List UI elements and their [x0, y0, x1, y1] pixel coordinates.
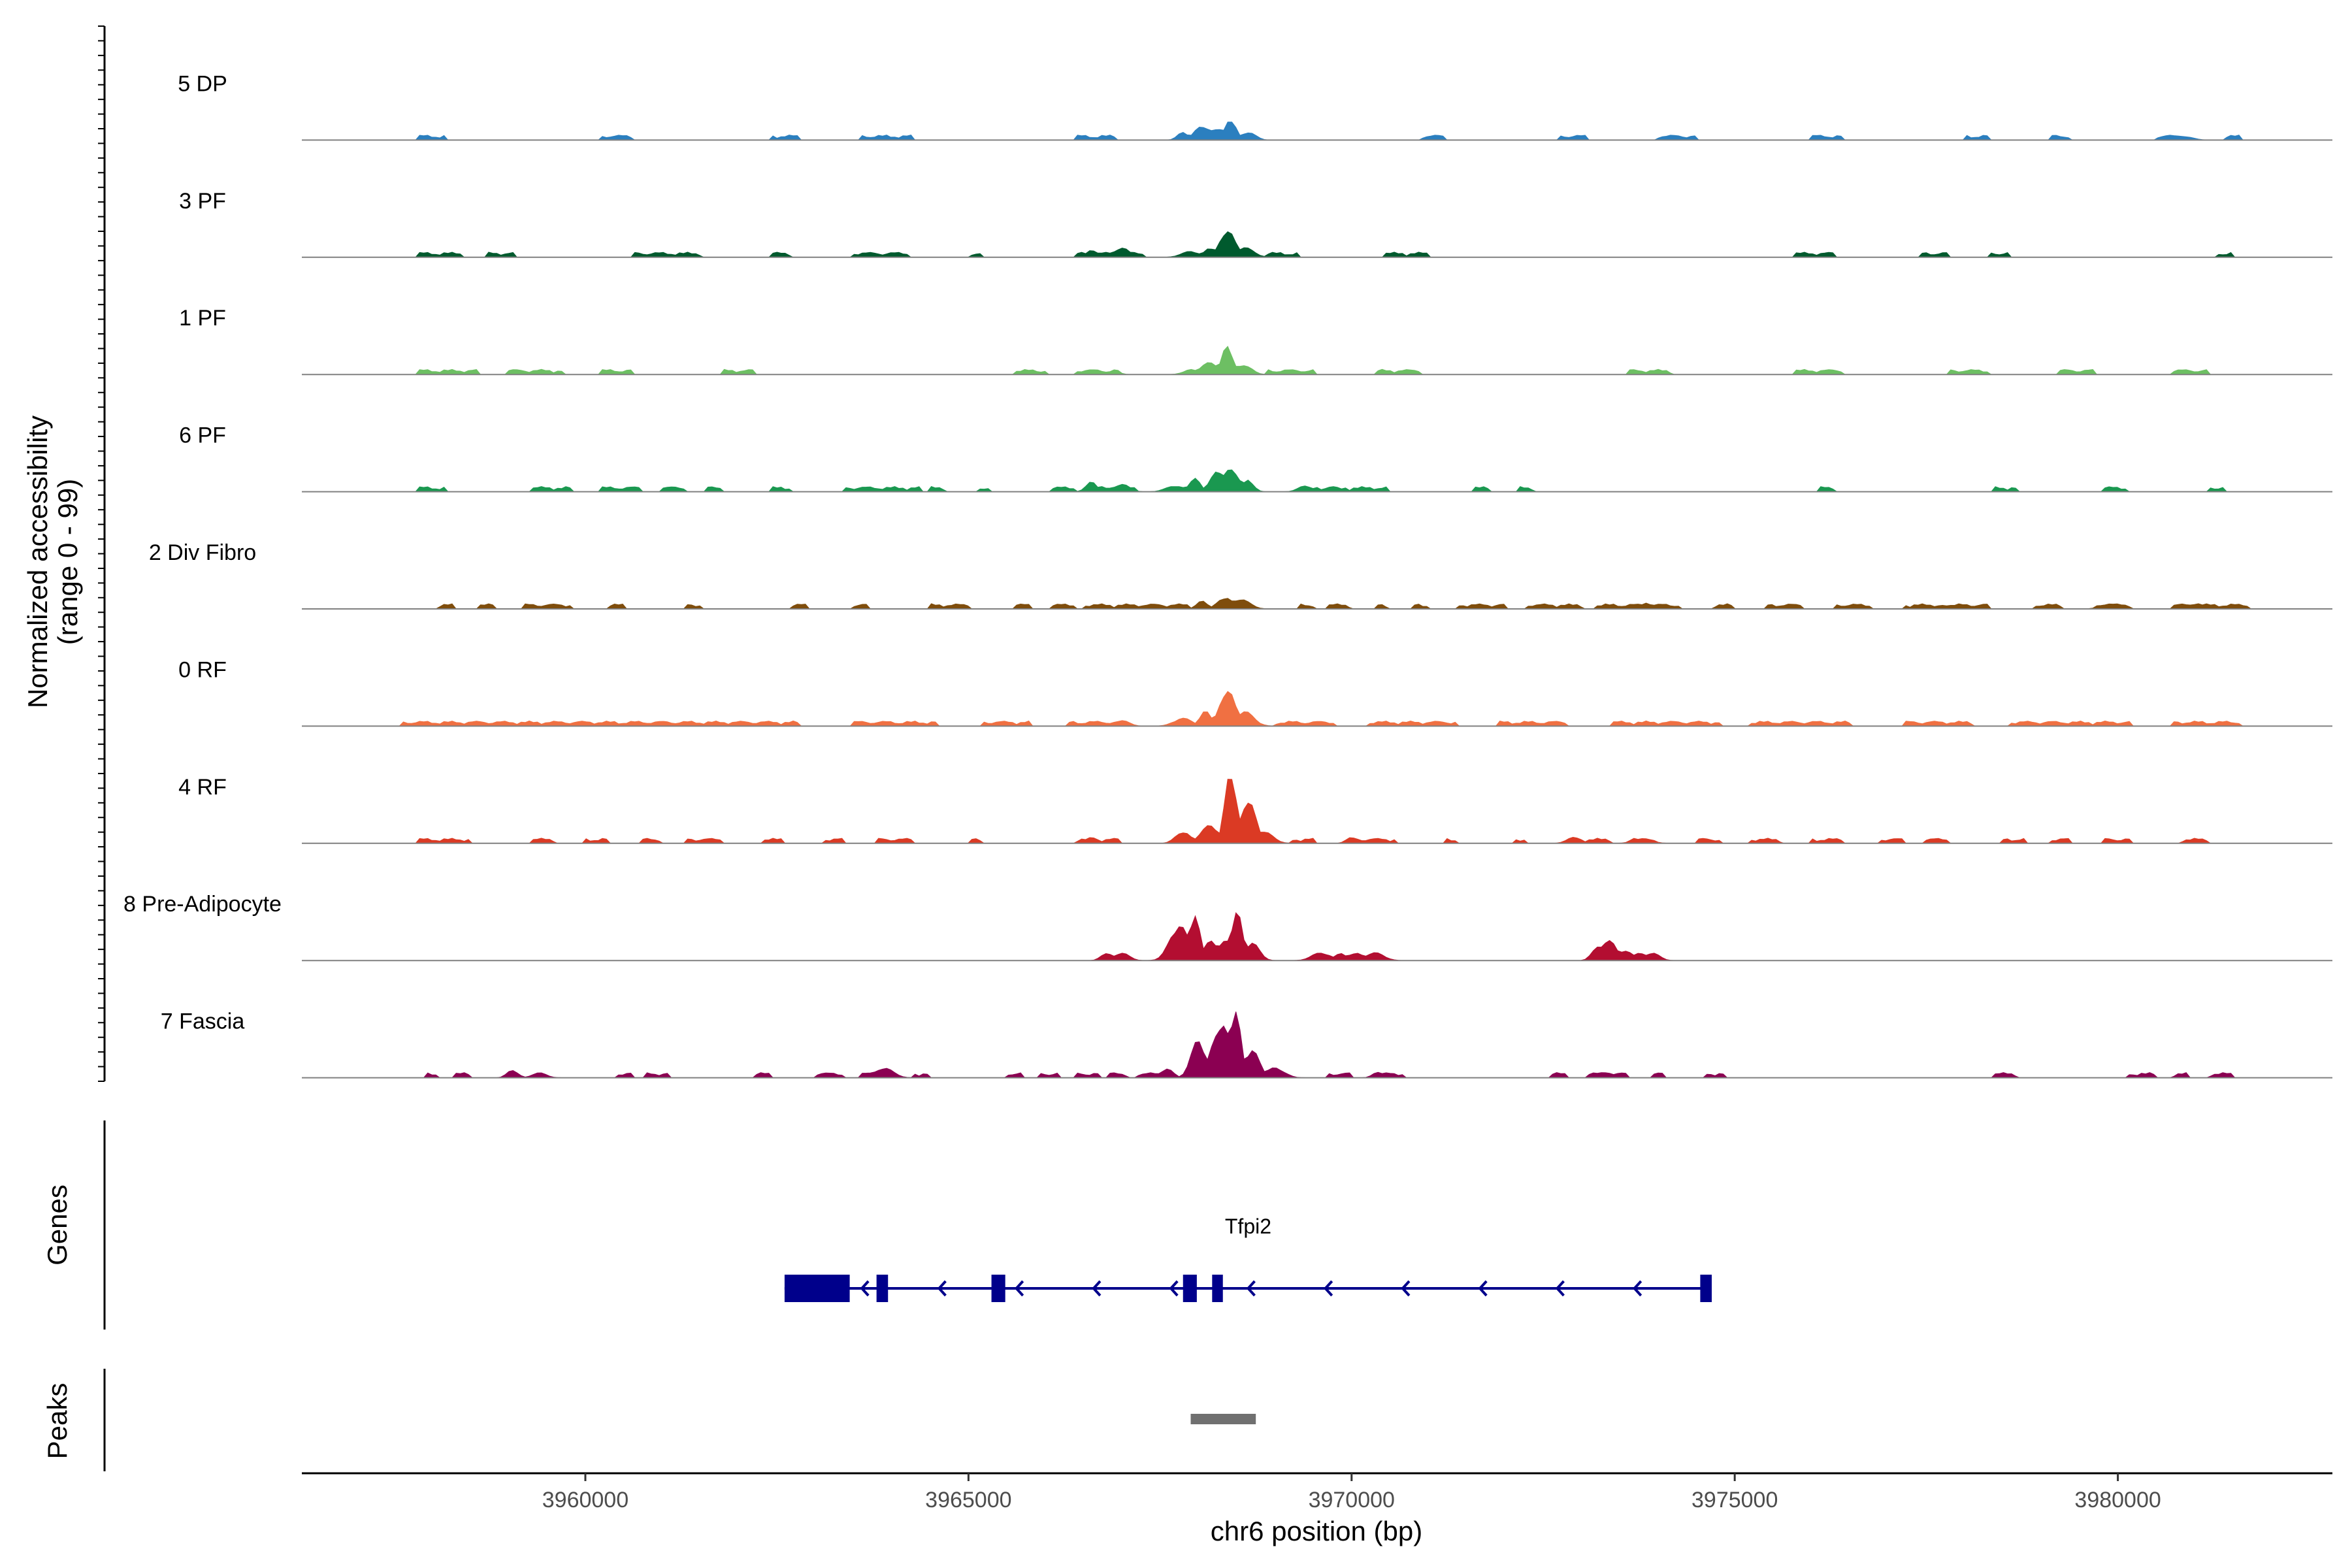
strand-arrow	[1401, 1280, 1411, 1297]
track-label: 2 Div Fibro	[149, 540, 256, 565]
coverage-area	[302, 231, 2332, 258]
coverage-area	[302, 598, 2332, 610]
gene-name-label: Tfpi2	[1225, 1215, 1271, 1238]
x-tick-label: 3975000	[1691, 1488, 1778, 1512]
track-label: 5 DP	[178, 71, 227, 96]
track-8-pre-adipocyte: 8 Pre-Adipocyte	[123, 892, 2332, 962]
coverage-area	[302, 912, 2332, 961]
strand-arrow	[937, 1280, 947, 1297]
x-axis: 3960000 3965000 3970000 3975000 3980000	[302, 1472, 2332, 1512]
accessibility-y-axis	[98, 25, 106, 1082]
track-label: 7 Fascia	[161, 1009, 245, 1034]
track-label: 4 RF	[178, 775, 227, 800]
coverage-area	[302, 469, 2332, 493]
strand-arrow	[1246, 1280, 1256, 1297]
track-6-pf: 6 PF	[179, 423, 2332, 493]
genes-track: Tfpi2	[103, 1120, 1712, 1330]
track-2-div-fibro: 2 Div Fibro	[149, 540, 2332, 610]
gene-exon	[1700, 1275, 1712, 1302]
track-label: 8 Pre-Adipocyte	[123, 892, 282, 917]
gene-exon	[784, 1275, 850, 1302]
track-label: 3 PF	[179, 189, 226, 214]
peaks-track-title: Peaks	[42, 1383, 73, 1460]
strand-arrow	[1478, 1280, 1488, 1297]
y-axis-title-range: (range 0 - 99)	[52, 479, 83, 645]
track-label: 1 PF	[179, 306, 226, 331]
track-5-dp: 5 DP	[178, 71, 2332, 141]
strand-arrow	[1324, 1280, 1333, 1297]
track-1-pf: 1 PF	[179, 306, 2332, 376]
gene-exon	[991, 1275, 1005, 1302]
x-tick-label: 3980000	[2074, 1488, 2161, 1512]
coverage-area	[302, 122, 2332, 140]
coverage-area	[302, 346, 2332, 375]
track-7-fascia: 7 Fascia	[161, 1009, 2332, 1079]
peak-region	[1190, 1414, 1256, 1424]
strand-arrow	[1092, 1280, 1102, 1297]
peaks-track	[103, 1369, 1256, 1471]
gene-exon	[1212, 1275, 1223, 1302]
track-4-rf: 4 RF	[178, 775, 2332, 844]
strand-arrow	[1014, 1280, 1024, 1297]
x-tick-label: 3965000	[925, 1488, 1011, 1512]
coverage-area	[302, 1011, 2332, 1079]
gene-exon	[1183, 1275, 1197, 1302]
genes-track-title: Genes	[42, 1184, 73, 1266]
strand-arrow	[860, 1280, 870, 1297]
track-0-rf: 0 RF	[178, 657, 2332, 727]
coverage-tracks: 5 DP 3 PF 1 PF 6 PF 2 Div Fibro 0 RF 4 RF 8 Pre…	[123, 71, 2332, 1079]
track-label: 6 PF	[179, 423, 226, 448]
coverage-area	[302, 779, 2332, 844]
gene-exon	[876, 1275, 889, 1302]
strand-arrow	[1555, 1280, 1565, 1297]
x-axis-title: chr6 position (bp)	[1211, 1516, 1423, 1546]
track-label: 0 RF	[178, 657, 227, 682]
strand-arrow	[1633, 1280, 1642, 1297]
x-tick-label: 3970000	[1309, 1488, 1395, 1512]
y-axis-title: Normalized accessibility	[22, 416, 53, 708]
track-3-pf: 3 PF	[179, 189, 2332, 258]
strand-arrow	[1169, 1280, 1179, 1297]
coverage-area	[302, 691, 2332, 727]
x-tick-label: 3960000	[542, 1488, 629, 1512]
